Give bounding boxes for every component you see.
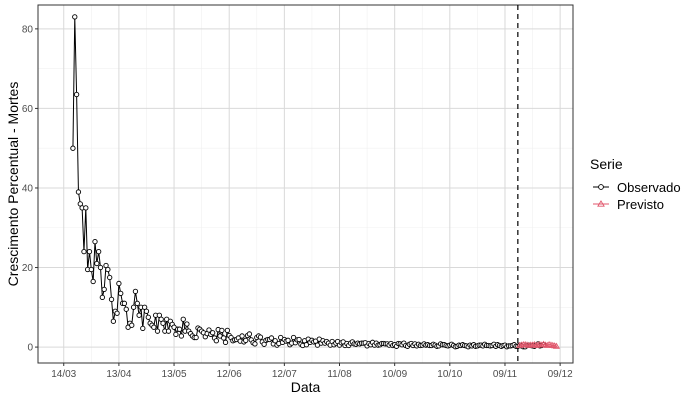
data-point-observado — [252, 341, 258, 347]
data-point-observado — [132, 288, 139, 295]
data-point-observado — [107, 274, 113, 281]
legend: Serie Observado Previsto — [590, 156, 681, 212]
data-point-previsto — [552, 342, 561, 349]
data-point-observado — [88, 266, 94, 273]
data-point-observado — [154, 328, 161, 334]
x-tick-label: 13/04 — [106, 369, 131, 380]
minor-gridlines — [38, 5, 573, 363]
data-point-observado — [268, 335, 275, 341]
data-point-observado — [222, 339, 229, 345]
data-point-observado — [285, 337, 291, 343]
data-point-observado — [72, 14, 78, 20]
plot-background — [38, 5, 573, 363]
data-point-observado — [129, 322, 135, 328]
data-point-observado — [121, 300, 128, 306]
x-tick-label: 10/09 — [382, 369, 407, 380]
data-point-observado — [184, 321, 190, 327]
data-point-observado — [210, 330, 216, 336]
data-point-observado — [105, 266, 111, 273]
data-point-observado — [99, 294, 105, 301]
data-point-observado — [92, 239, 98, 245]
data-point-observado — [110, 318, 117, 324]
data-point-observado — [206, 327, 212, 333]
data-point-observado — [213, 338, 219, 344]
legend-marker-previsto — [597, 200, 605, 207]
data-point-observado — [96, 248, 102, 255]
data-point-observado — [101, 286, 107, 293]
data-point-observado — [296, 336, 302, 343]
legend-title: Serie — [590, 156, 623, 172]
data-point-observado — [173, 331, 179, 338]
data-point-observado — [134, 300, 140, 306]
data-point-observado — [70, 145, 76, 151]
y-tick-label: 40 — [22, 183, 34, 194]
data-point-observado — [145, 314, 151, 320]
data-point-observado — [73, 91, 80, 98]
data-point-observado — [193, 334, 199, 341]
data-point-observado — [239, 333, 245, 339]
data-point-observado — [221, 335, 227, 341]
data-point-observado — [160, 320, 166, 326]
y-axis: 0 20 40 60 80 — [22, 24, 38, 354]
data-point-observado — [246, 331, 253, 337]
series-layer — [70, 14, 561, 350]
data-point-observado — [178, 333, 185, 339]
x-axis: 14/03 13/04 13/05 12/06 12/07 11/08 10/09 10/10… — [51, 363, 573, 380]
data-point-observado — [83, 205, 89, 211]
data-point-observado — [257, 334, 264, 340]
plot-panel-border — [37, 4, 574, 364]
y-tick-label: 60 — [22, 104, 34, 115]
data-point-observado — [224, 327, 231, 334]
x-tick-label: 09/11 — [493, 369, 518, 380]
data-point-observado — [86, 248, 93, 255]
x-tick-label: 13/05 — [162, 369, 187, 380]
data-point-observado — [116, 280, 122, 287]
data-point-observado — [75, 189, 82, 195]
data-point-previsto — [538, 341, 546, 348]
data-point-observado — [123, 306, 129, 312]
data-point-observado — [272, 338, 278, 344]
y-tick-label: 20 — [22, 263, 34, 274]
y-tick-label: 0 — [27, 343, 33, 354]
legend-key-previsto — [593, 200, 609, 207]
data-point-observado — [108, 296, 115, 303]
data-point-observado — [94, 260, 100, 267]
data-point-observado — [219, 327, 225, 334]
data-point-observado — [130, 304, 137, 310]
x-tick-label: 14/03 — [51, 369, 76, 380]
data-point-observado — [176, 326, 183, 332]
x-tick-label: 10/10 — [437, 369, 462, 380]
data-point-observado — [143, 308, 150, 314]
legend-label-observado: Observado — [617, 180, 681, 195]
x-tick-label: 11/08 — [327, 369, 352, 380]
x-axis-title: Data — [291, 379, 321, 395]
data-point-observado — [180, 316, 186, 322]
data-point-observado — [90, 278, 96, 285]
x-tick-label: 12/07 — [272, 369, 297, 380]
data-point-observado — [243, 337, 249, 343]
data-point-observado — [97, 264, 104, 271]
legend-marker-observado — [598, 184, 604, 190]
x-tick-label: 12/06 — [217, 369, 242, 380]
data-point-observado — [165, 328, 172, 334]
data-point-observado — [151, 324, 157, 330]
y-axis-title: Crescimento Percentual - Mortes — [5, 82, 21, 287]
y-tick-label: 80 — [22, 24, 34, 35]
data-point-observado — [140, 325, 146, 332]
data-point-observado — [114, 310, 120, 316]
data-point-observado — [290, 334, 297, 341]
legend-key-observado — [593, 184, 609, 190]
data-point-previsto — [543, 341, 551, 348]
data-point-observado — [303, 342, 310, 348]
data-point-observado — [118, 290, 124, 297]
data-point-observado — [81, 248, 87, 255]
legend-label-previsto: Previsto — [617, 197, 664, 212]
x-tick-label: 09/12 — [548, 369, 573, 380]
data-point-observado — [136, 312, 142, 318]
